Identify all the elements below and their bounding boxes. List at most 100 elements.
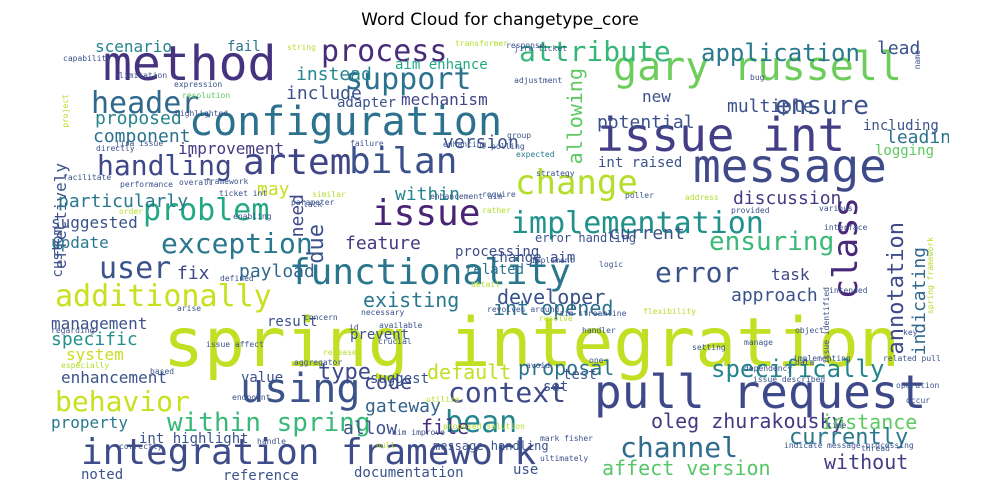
word-polling: polling [491, 142, 525, 151]
word-handling: handling [97, 149, 232, 182]
word-one: one [589, 356, 604, 365]
word-default: default [427, 360, 512, 384]
word-available: available [379, 321, 423, 330]
word-including: including [863, 118, 939, 134]
word-use: use [513, 462, 539, 478]
word-response: response [506, 41, 545, 50]
word-payload: payload [239, 261, 315, 282]
word-allowing: allowing [563, 68, 587, 165]
word-object: object [795, 326, 824, 335]
word-directly: directly [96, 144, 135, 153]
word-property: property [51, 413, 129, 432]
word-lead: lead [877, 38, 921, 59]
word-enabling: enabling [233, 212, 272, 221]
word-related: related [465, 262, 525, 278]
word-process: process [321, 37, 448, 69]
word-new: new [642, 87, 671, 106]
word-resolve: resolve [539, 314, 573, 323]
word-proposed: proposed [95, 108, 182, 129]
word-provided: provided [731, 206, 770, 215]
word-potential: potential [597, 112, 695, 133]
word-defined: defined [220, 274, 254, 283]
word-affect-version: affect version [602, 456, 771, 480]
word-endpoint: endpoint [232, 393, 271, 402]
word-suggested: suggested [51, 213, 138, 232]
word-dependency: dependency [744, 364, 793, 373]
word-implementing: implementing [793, 354, 851, 363]
word-version: version [443, 132, 519, 153]
word-pull-request: pull request [594, 365, 927, 419]
word-various: various [819, 204, 853, 213]
word-id: id [349, 323, 359, 332]
word-application: application [701, 39, 860, 67]
word-management: management [51, 314, 148, 333]
word-flexibility: flexibility [643, 307, 696, 316]
word-due: due [304, 224, 329, 264]
word-instance: instance [821, 410, 918, 434]
word-ultimately: ultimately [540, 454, 589, 463]
word-bean: bean [445, 405, 518, 440]
word-jira-issue: jira issue [115, 139, 164, 148]
word-mechanism: mechanism [401, 90, 488, 109]
word-crucial: crucial [378, 337, 412, 346]
word-allow: allow [343, 418, 398, 439]
word-bug: bug [750, 73, 765, 82]
word-based: based [150, 367, 175, 376]
word-handler: handler [582, 326, 616, 335]
word-int-raised: int raised [598, 155, 683, 171]
word-error-handling: error handling [535, 231, 637, 245]
word-feature: feature [345, 233, 421, 254]
word-address: address [685, 193, 719, 202]
word-logic: logic [599, 260, 624, 269]
word-interface: interface [824, 223, 868, 232]
word-intended: intended [829, 286, 868, 295]
word-group: group [507, 131, 532, 140]
word-particularly: particularly [58, 191, 189, 212]
word-message-handling: message handling [433, 439, 549, 453]
word-configuration: configuration [189, 99, 503, 145]
word-strategy: strategy [536, 169, 575, 178]
word-additionally: additionally [55, 279, 272, 314]
word-enhancement: enhancement [61, 368, 167, 387]
word-suggest: suggest [370, 371, 430, 387]
word-developer: developer [497, 285, 606, 309]
word-scenario: scenario [95, 37, 173, 56]
word-set: set [543, 379, 569, 395]
word-within: within [395, 184, 461, 205]
word-approach: approach [731, 285, 818, 306]
word-file: file [421, 415, 470, 439]
word-occur: occur [906, 396, 931, 405]
word-avoid: avoid [526, 361, 551, 370]
word-data: data [795, 358, 815, 367]
word-functionality: functionality [289, 252, 571, 293]
word-fail: fail [227, 39, 261, 55]
word-specific: specific [51, 329, 138, 350]
word-adapter: adapter [337, 95, 397, 111]
word-channel: channel [620, 431, 739, 464]
word-type: type [318, 360, 371, 385]
word-issue-identified: issue identified [822, 287, 831, 365]
word-gateway: gateway [365, 396, 441, 417]
word-enhancement-aim: enhancement aim [430, 192, 503, 201]
word-enhancing: enhancing [443, 140, 487, 149]
word-improvement: improvement [178, 139, 284, 158]
word-existing: existing [363, 288, 460, 312]
word-release: release [323, 348, 357, 357]
word-rather: rather [482, 206, 511, 215]
word-related-pull: related pull [883, 354, 941, 363]
word-currently: currently [789, 425, 909, 450]
word-discussion: discussion [733, 188, 842, 209]
chart-title: Word Cloud for changetype_core [361, 10, 639, 30]
word-oleg-zhurakousky: oleg zhurakousky [651, 409, 844, 433]
word-spring-integration: spring integration [163, 304, 900, 383]
word-result: result [267, 314, 318, 330]
word-custom: custom [51, 227, 66, 278]
word-concern: concern [304, 313, 338, 322]
word-ensuring: ensuring [709, 227, 835, 257]
word-update: update [51, 233, 109, 252]
word-poller: poller [625, 191, 654, 200]
word-highlighted: highlighted [175, 109, 228, 118]
word-necessary: necessary [361, 308, 405, 317]
word-failure: failure [350, 139, 384, 148]
word-behavior: behavior [55, 385, 190, 418]
